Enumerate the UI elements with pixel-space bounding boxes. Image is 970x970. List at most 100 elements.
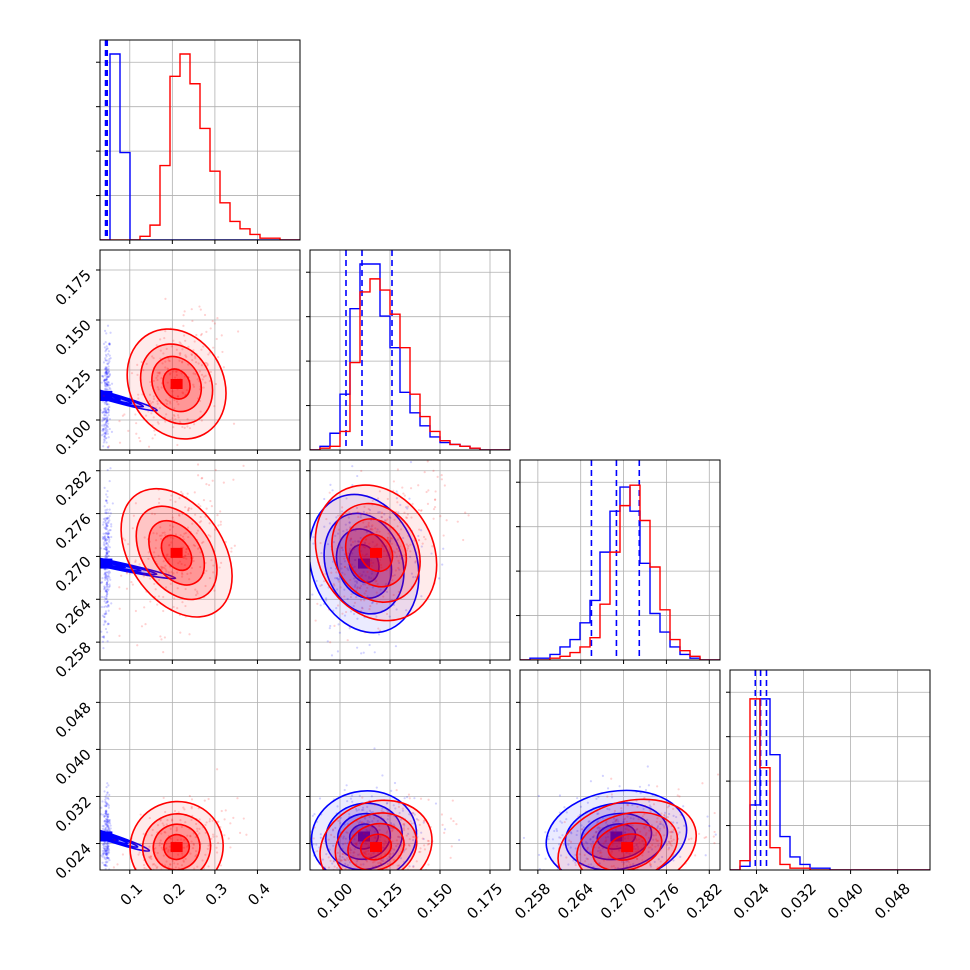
scatter-point [169,837,173,841]
scatter-point [649,846,652,849]
scatter-point [596,827,599,830]
scatter-point [189,834,192,837]
scatter-point [412,865,415,869]
scatter-point [327,866,331,869]
scatter-point [659,820,662,824]
scatter-point [427,863,430,866]
scatter-point [505,874,507,876]
scatter-point [108,386,111,389]
scatter-point [413,835,416,839]
scatter-point [165,882,167,884]
scatter-point [417,819,420,822]
scatter-point [173,875,175,877]
scatter-point [107,603,110,607]
scatter-point [382,859,385,863]
scatter-point [108,583,111,586]
scatter-point [101,885,103,887]
scatter-point [675,815,678,819]
scatter-point [103,842,106,846]
scatter-point [107,361,110,364]
scatter-point [208,522,211,525]
scatter-point [105,820,108,823]
scatter-point [194,849,198,853]
scatter-point [347,516,350,519]
scatter-point [386,554,389,557]
scatter-point [103,613,107,616]
scatter-point [135,422,138,425]
scatter-point [620,807,623,810]
scatter-point [389,821,393,825]
scatter-point [104,437,107,440]
scatter-point [583,853,586,857]
scatter-point [644,788,648,792]
scatter-point [672,807,675,811]
scatter-point [380,516,384,519]
scatter-point [185,557,188,560]
scatter-point [361,607,364,610]
scatter-point [125,570,129,574]
scatter-point [192,383,195,386]
scatter-point [370,564,373,567]
scatter-point [145,880,147,882]
scatter-point [171,859,174,862]
scatter-point [558,811,561,814]
scatter-point [144,573,147,576]
scatter-point [192,842,195,845]
scatter-point [403,494,406,497]
scatter-point [105,853,108,856]
scatter-point [411,835,415,838]
scatter-point [319,604,322,607]
scatter-point [105,552,108,555]
scatter-point [319,541,322,545]
scatter-point [330,833,333,836]
scatter-point [103,814,106,818]
scatter-point [346,567,349,570]
scatter-point [169,402,172,405]
scatter-point [338,631,341,634]
scatter-point [631,803,634,807]
scatter-point [336,851,339,854]
scatter-point [562,883,564,885]
y-tick-label: 0.270 [52,553,95,596]
scatter-point [190,566,193,570]
scatter-point [562,843,566,846]
scatter-point [105,895,107,897]
scatter-point [362,570,365,574]
scatter-point [374,580,377,583]
scatter-point [398,864,401,867]
scatter-point [104,499,108,502]
scatter-point [658,822,661,826]
scatter-point [650,828,653,832]
scatter-point [106,417,109,420]
scatter-point [363,631,367,634]
scatter-point [366,829,369,832]
scatter-point [631,870,633,872]
scatter-point [326,640,329,643]
scatter-point [107,622,110,626]
scatter-point [377,865,380,869]
scatter-point [368,829,371,832]
scatter-point [413,797,416,800]
scatter-point [410,814,413,817]
scatter-point [150,412,153,415]
scatter-point [668,846,671,849]
scatter-point [103,576,107,580]
scatter-point [133,464,135,466]
scatter-point [181,360,184,363]
scatter-point [420,529,423,532]
scatter-point [417,484,420,487]
scatter-point [103,434,107,438]
scatter-point [386,830,389,833]
scatter-point [350,544,353,547]
scatter-point [615,819,618,822]
scatter-point [150,874,152,876]
scatter-point [105,601,109,604]
scatter-point [375,579,378,582]
scatter-point [142,569,145,572]
scatter-point [370,853,373,856]
scatter-point [407,832,410,835]
scatter-point [316,850,319,853]
scatter-point [611,843,614,846]
scatter-point [103,402,106,405]
scatter-point [396,843,399,846]
